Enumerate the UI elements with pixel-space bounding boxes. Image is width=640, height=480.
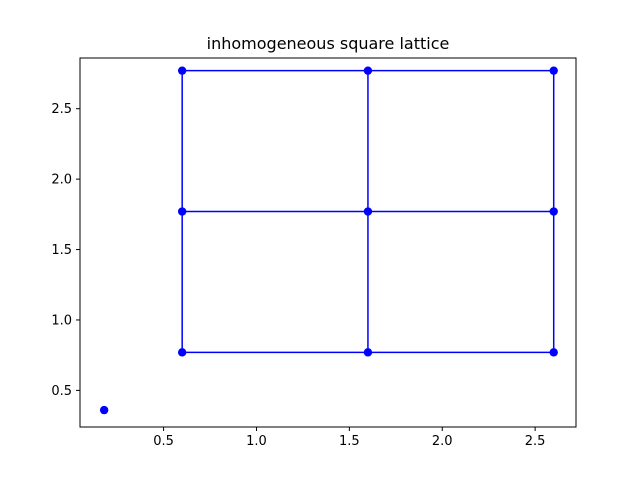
- lattice-point-5: [549, 207, 558, 216]
- x-tick-label-0: 0.5: [153, 434, 174, 449]
- y-tick-label-1: 1.0: [51, 313, 72, 328]
- x-tick-label-1: 1.0: [246, 434, 267, 449]
- x-tick-label-2: 1.5: [339, 434, 360, 449]
- lattice-point-9: [99, 405, 109, 415]
- lattice-point-8: [549, 66, 558, 75]
- plot-frame: [79, 57, 577, 428]
- chart-title: inhomogeneous square lattice: [207, 34, 450, 53]
- x-axis: 0.5 1.0 1.5 2.0 2.5: [153, 427, 545, 449]
- lattice-point-6: [177, 66, 187, 75]
- lattice-point-2: [549, 348, 558, 357]
- y-tick-label-4: 2.5: [51, 102, 72, 117]
- y-tick-label-2: 1.5: [51, 243, 72, 258]
- x-tick-label-4: 2.5: [525, 434, 546, 449]
- plot-content: [99, 66, 558, 415]
- lattice-point-0: [177, 348, 187, 357]
- lattice-point-1: [363, 348, 373, 357]
- lattice-point-4: [363, 207, 373, 216]
- x-tick-label-3: 2.0: [432, 434, 453, 449]
- y-tick-label-3: 2.0: [51, 173, 72, 188]
- y-axis: 0.5 1.0 1.5 2.0 2.5: [51, 102, 80, 399]
- lattice-point-7: [363, 66, 373, 75]
- lattice-point-3: [177, 207, 187, 216]
- y-tick-label-0: 0.5: [51, 384, 72, 399]
